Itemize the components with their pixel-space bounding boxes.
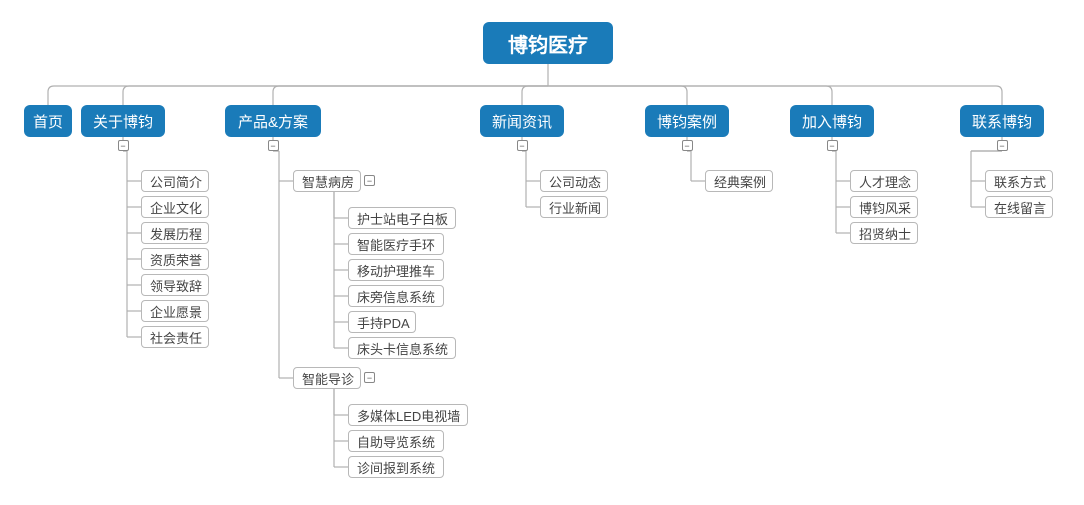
leaf-node[interactable]: 在线留言	[985, 196, 1053, 218]
root-node[interactable]: 博钧医疗	[483, 22, 613, 64]
leaf-node[interactable]: 多媒体LED电视墙	[348, 404, 468, 426]
collapse-toggle-icon[interactable]: −	[268, 140, 279, 151]
leaf-node[interactable]: 诊间报到系统	[348, 456, 444, 478]
leaf-node[interactable]: 智能导诊	[293, 367, 361, 389]
nav-join[interactable]: 加入博钧	[790, 105, 874, 137]
leaf-node[interactable]: 人才理念	[850, 170, 918, 192]
leaf-node[interactable]: 移动护理推车	[348, 259, 444, 281]
leaf-node[interactable]: 联系方式	[985, 170, 1053, 192]
leaf-node[interactable]: 招贤纳士	[850, 222, 918, 244]
collapse-toggle-icon[interactable]: −	[517, 140, 528, 151]
collapse-toggle-icon[interactable]: −	[118, 140, 129, 151]
leaf-node[interactable]: 发展历程	[141, 222, 209, 244]
leaf-node[interactable]: 经典案例	[705, 170, 773, 192]
collapse-toggle-icon[interactable]: −	[827, 140, 838, 151]
collapse-toggle-icon[interactable]: −	[997, 140, 1008, 151]
leaf-node[interactable]: 企业文化	[141, 196, 209, 218]
leaf-node[interactable]: 护士站电子白板	[348, 207, 456, 229]
nav-home[interactable]: 首页	[24, 105, 72, 137]
collapse-toggle-icon[interactable]: −	[364, 175, 375, 186]
leaf-node[interactable]: 资质荣誉	[141, 248, 209, 270]
leaf-node[interactable]: 智慧病房	[293, 170, 361, 192]
leaf-node[interactable]: 床旁信息系统	[348, 285, 444, 307]
nav-cases[interactable]: 博钧案例	[645, 105, 729, 137]
leaf-node[interactable]: 博钧风采	[850, 196, 918, 218]
nav-product[interactable]: 产品&方案	[225, 105, 321, 137]
leaf-node[interactable]: 床头卡信息系统	[348, 337, 456, 359]
leaf-node[interactable]: 领导致辞	[141, 274, 209, 296]
leaf-node[interactable]: 公司动态	[540, 170, 608, 192]
leaf-node[interactable]: 公司简介	[141, 170, 209, 192]
nav-about[interactable]: 关于博钧	[81, 105, 165, 137]
collapse-toggle-icon[interactable]: −	[682, 140, 693, 151]
leaf-node[interactable]: 自助导览系统	[348, 430, 444, 452]
leaf-node[interactable]: 企业愿景	[141, 300, 209, 322]
nav-news[interactable]: 新闻资讯	[480, 105, 564, 137]
leaf-node[interactable]: 行业新闻	[540, 196, 608, 218]
leaf-node[interactable]: 手持PDA	[348, 311, 416, 333]
collapse-toggle-icon[interactable]: −	[364, 372, 375, 383]
nav-contact[interactable]: 联系博钧	[960, 105, 1044, 137]
leaf-node[interactable]: 社会责任	[141, 326, 209, 348]
leaf-node[interactable]: 智能医疗手环	[348, 233, 444, 255]
